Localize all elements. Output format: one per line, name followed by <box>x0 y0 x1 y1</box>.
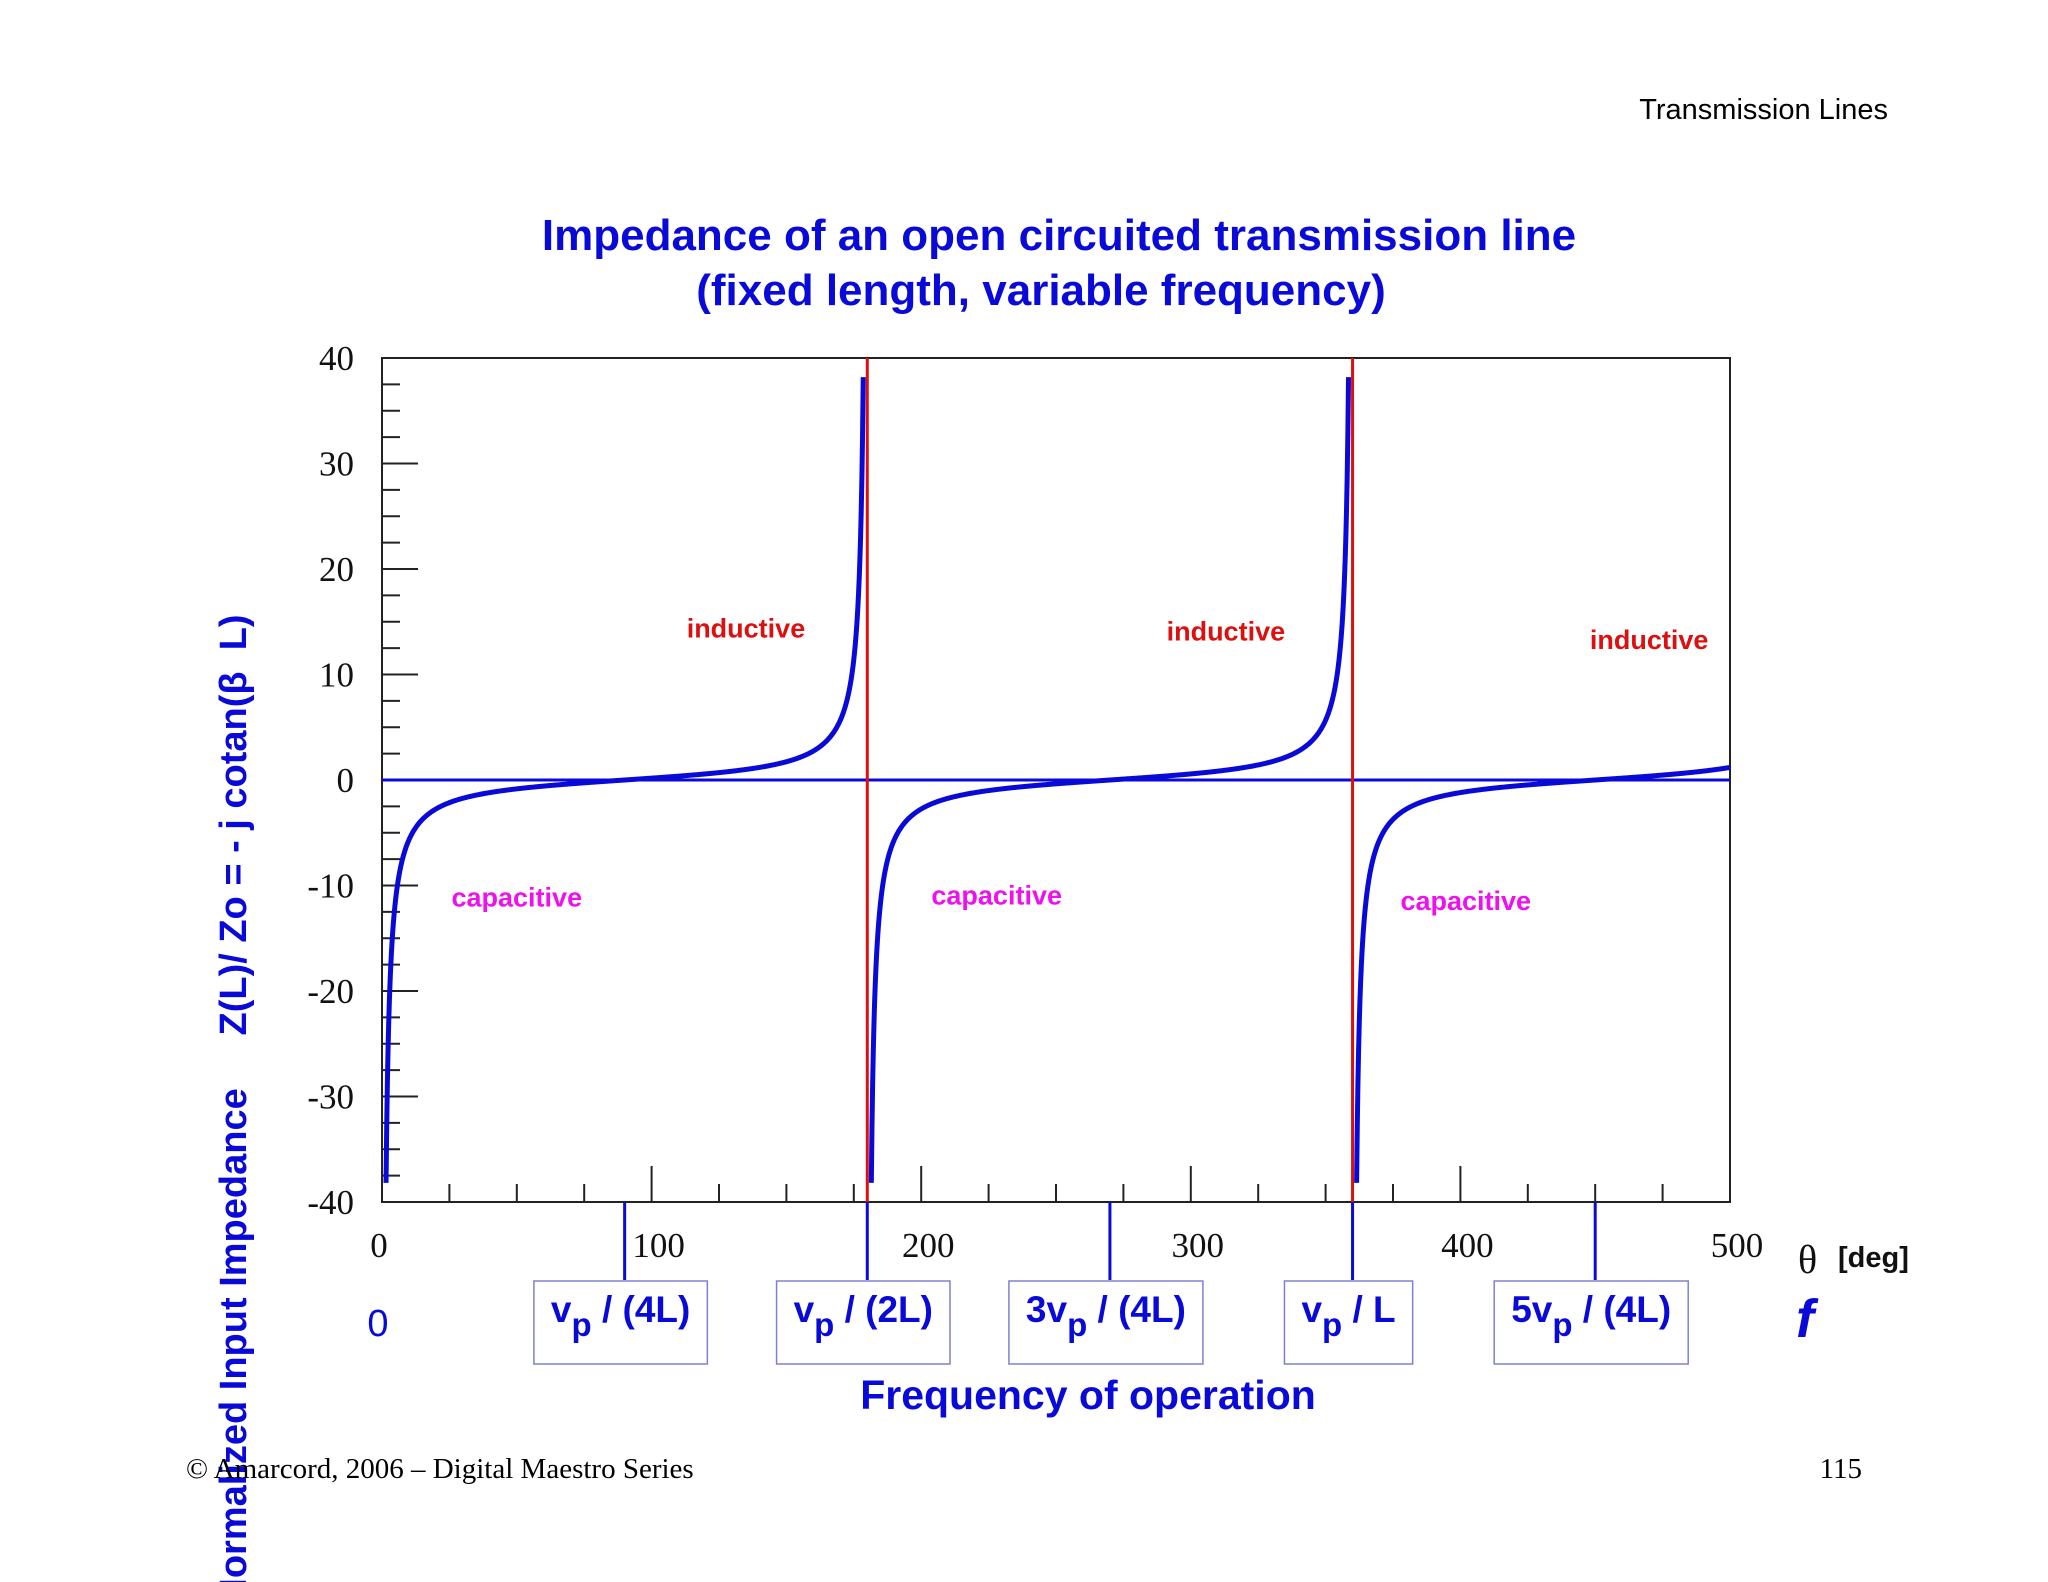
chart-title-line1: Impedance of an open circuited transmiss… <box>542 211 1576 260</box>
theta-symbol: θ <box>1798 1237 1817 1282</box>
impedance-curve-branch <box>1354 764 1732 1183</box>
footer-copyright: © Amarcord, 2006 – Digital Maestro Serie… <box>186 1453 694 1485</box>
chart-title-line2: (fixed length, variable frequency) <box>696 266 1386 315</box>
y-tick-label: 20 <box>319 550 354 589</box>
x-tick-label: 0 <box>370 1226 388 1265</box>
inductive-label: inductive <box>1590 625 1709 655</box>
x-tick-label: 100 <box>632 1226 685 1265</box>
impedance-curve-branch <box>383 377 866 1183</box>
x-tick-label: 300 <box>1172 1226 1225 1265</box>
frequency-marker-label: vp / L <box>1301 1289 1395 1343</box>
x-tick-label: 500 <box>1711 1226 1764 1265</box>
y-tick-label: -10 <box>307 867 354 906</box>
inductive-label: inductive <box>1167 617 1286 647</box>
frequency-markers-group: vp / (4L) vp / (2L) 3vp / (4L) vp / L 5vp / … <box>533 1202 1689 1365</box>
capacitive-label: capacitive <box>931 880 1062 910</box>
y-tick-label: -40 <box>307 1183 354 1222</box>
page-header-title: Transmission Lines <box>1639 94 1888 126</box>
impedance-curve-branch <box>868 377 1352 1183</box>
f-zero-label: 0 <box>367 1303 388 1345</box>
frequency-marker-box <box>1493 1280 1689 1365</box>
f-symbol: f <box>1796 1289 1819 1349</box>
frequency-marker-label: 5vp / (4L) <box>1511 1289 1671 1343</box>
frequency-marker-label: vp / (2L) <box>794 1289 933 1343</box>
inductive-label: inductive <box>687 614 806 644</box>
frequency-marker-box <box>533 1280 709 1365</box>
x-axis-label: Frequency of operation <box>860 1372 1316 1418</box>
x-tick-label: 200 <box>902 1226 955 1265</box>
y-axis-label: Normalized Input Impedance Z(L)/ Zo = - … <box>213 614 255 1582</box>
x-tick-label: 400 <box>1441 1226 1494 1265</box>
capacitive-label: capacitive <box>1400 886 1531 916</box>
footer-page-number: 115 <box>1819 1453 1862 1485</box>
region-labels-group: inductive inductive inductive capacitive cap… <box>452 614 1709 916</box>
x-unit-label: [deg] <box>1838 1242 1909 1274</box>
frequency-marker-box <box>775 1280 951 1365</box>
frequency-marker-box <box>1008 1280 1204 1365</box>
y-tick-label: 30 <box>319 445 354 484</box>
y-tick-label: -30 <box>307 1078 354 1117</box>
y-tick-label: 10 <box>319 656 354 695</box>
frequency-marker-label: vp / (4L) <box>551 1289 690 1343</box>
frequency-marker-box <box>1283 1280 1414 1365</box>
y-tick-label: 0 <box>337 761 355 800</box>
capacitive-label: capacitive <box>452 883 583 913</box>
y-tick-label: -20 <box>307 972 354 1011</box>
y-tick-label: 40 <box>319 339 354 378</box>
frequency-marker-label: 3vp / (4L) <box>1026 1289 1186 1343</box>
plot-group <box>382 358 1732 1202</box>
